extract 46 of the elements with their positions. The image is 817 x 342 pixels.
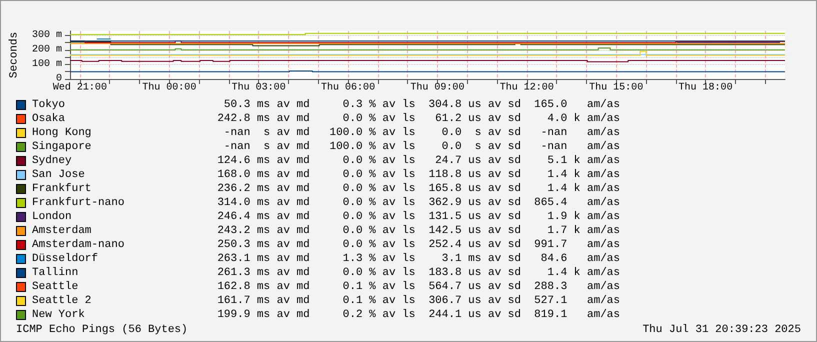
x-tick-label: Thu 06:00 xyxy=(321,82,376,94)
text: 263.1 ms av md 1.3 % av ls 3.1 ms av sd 84.6 am/as xyxy=(216,253,620,265)
y-tick-label: 200 m xyxy=(32,44,62,56)
y-tick-label: 100 m xyxy=(32,58,62,70)
text: ICMP Echo Pings (56 Bytes) xyxy=(16,324,188,336)
text: 242.8 ms av md 0.0 % av ls 61.2 us av sd 4.0 k am/as xyxy=(216,113,620,125)
x-tick-label: Thu 03:00 xyxy=(232,82,286,94)
text: 250.3 ms av md 0.0 % av ls 252.4 us av sd 991.7 am/as xyxy=(216,239,620,251)
text: Thu Jul 31 20:39:23 2025 xyxy=(642,324,801,336)
y-axis-title: Seconds xyxy=(8,32,20,78)
text: 168.0 ms av md 0.0 % av ls 118.8 us av sd 1.4 k am/as xyxy=(216,169,620,181)
x-tick-label: Thu 00:00 xyxy=(142,82,196,94)
y-tick-label: 300 m xyxy=(32,30,62,41)
x-tick-label: Thu 15:00 xyxy=(589,82,644,94)
legend-label: Amsterdam-nano xyxy=(32,239,126,251)
text: -nan s av md 100.0 % av ls 0.0 s av sd -nan am/as xyxy=(222,141,620,153)
text: 236.2 ms av md 0.0 % av ls 165.8 us av sd 1.4 k am/as xyxy=(216,183,620,195)
legend-label: Tokyo xyxy=(32,99,66,111)
legend-label: San Jose xyxy=(32,169,86,181)
text: 124.6 ms av md 0.0 % av ls 24.7 us av sd 5.1 k am/as xyxy=(216,155,620,167)
text: 314.0 ms av md 0.0 % av ls 362.9 us av sd 865.4 am/as xyxy=(216,197,620,209)
legend-label: Frankfurt-nano xyxy=(32,197,126,209)
legend-label: Seattle 2 xyxy=(32,295,92,307)
legend-label: Düsseldorf xyxy=(32,253,100,265)
legend-label: Frankfurt xyxy=(32,183,92,195)
legend-label: Tallinn xyxy=(32,267,80,279)
legend-label: Amsterdam xyxy=(32,225,92,237)
x-tick-label: Thu 09:00 xyxy=(410,82,464,94)
text: 50.3 ms av md 0.3 % av ls 304.8 us av sd 165.0 am/as xyxy=(222,99,620,111)
text: -nan s av md 100.0 % av ls 0.0 s av sd -nan am/as xyxy=(222,127,620,139)
x-tick-label: Thu 18:00 xyxy=(678,82,733,94)
text: 246.4 ms av md 0.0 % av ls 131.5 us av sd 1.9 k am/as xyxy=(216,211,620,223)
legend-label: Seattle xyxy=(32,281,80,293)
text: 261.3 ms av md 0.0 % av ls 183.8 us av sd 1.4 k am/as xyxy=(216,267,620,279)
legend-label: Hong Kong xyxy=(32,127,92,139)
text: 243.2 ms av md 0.0 % av ls 142.5 us av sd 1.7 k am/as xyxy=(216,225,620,237)
legend-label: New York xyxy=(32,309,86,321)
x-tick-label: Thu 12:00 xyxy=(500,82,554,94)
legend-label: Singapore xyxy=(32,141,92,153)
text: 161.7 ms av md 0.1 % av ls 306.7 us av sd 527.1 am/as xyxy=(216,295,620,307)
text: 199.9 ms av md 0.2 % av ls 244.1 us av sd 819.1 am/as xyxy=(216,309,620,321)
legend-label: Osaka xyxy=(32,113,66,125)
x-tick-label: Wed 21:00 xyxy=(52,82,107,94)
legend-label: Sydney xyxy=(32,155,73,167)
text: 162.8 ms av md 0.1 % av ls 564.7 us av sd 288.3 am/as xyxy=(216,281,620,293)
legend-label: London xyxy=(32,211,73,223)
